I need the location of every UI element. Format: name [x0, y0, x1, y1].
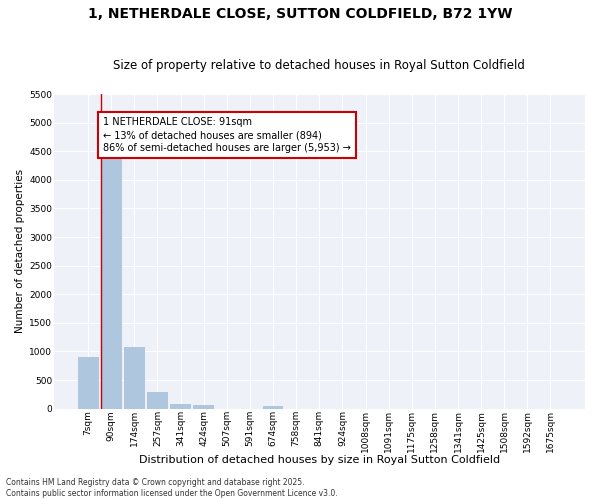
Bar: [263, 406, 283, 408]
Y-axis label: Number of detached properties: Number of detached properties: [15, 170, 25, 334]
Bar: [147, 392, 168, 408]
Bar: [78, 357, 98, 408]
X-axis label: Distribution of detached houses by size in Royal Sutton Coldfield: Distribution of detached houses by size …: [139, 455, 500, 465]
Bar: [193, 406, 214, 408]
Bar: [101, 146, 122, 408]
Bar: [170, 404, 191, 408]
Text: 1 NETHERDALE CLOSE: 91sqm
← 13% of detached houses are smaller (894)
86% of semi: 1 NETHERDALE CLOSE: 91sqm ← 13% of detac…: [103, 117, 351, 154]
Text: 1, NETHERDALE CLOSE, SUTTON COLDFIELD, B72 1YW: 1, NETHERDALE CLOSE, SUTTON COLDFIELD, B…: [88, 8, 512, 22]
Text: Contains HM Land Registry data © Crown copyright and database right 2025.
Contai: Contains HM Land Registry data © Crown c…: [6, 478, 338, 498]
Title: Size of property relative to detached houses in Royal Sutton Coldfield: Size of property relative to detached ho…: [113, 59, 525, 72]
Bar: [124, 347, 145, 408]
